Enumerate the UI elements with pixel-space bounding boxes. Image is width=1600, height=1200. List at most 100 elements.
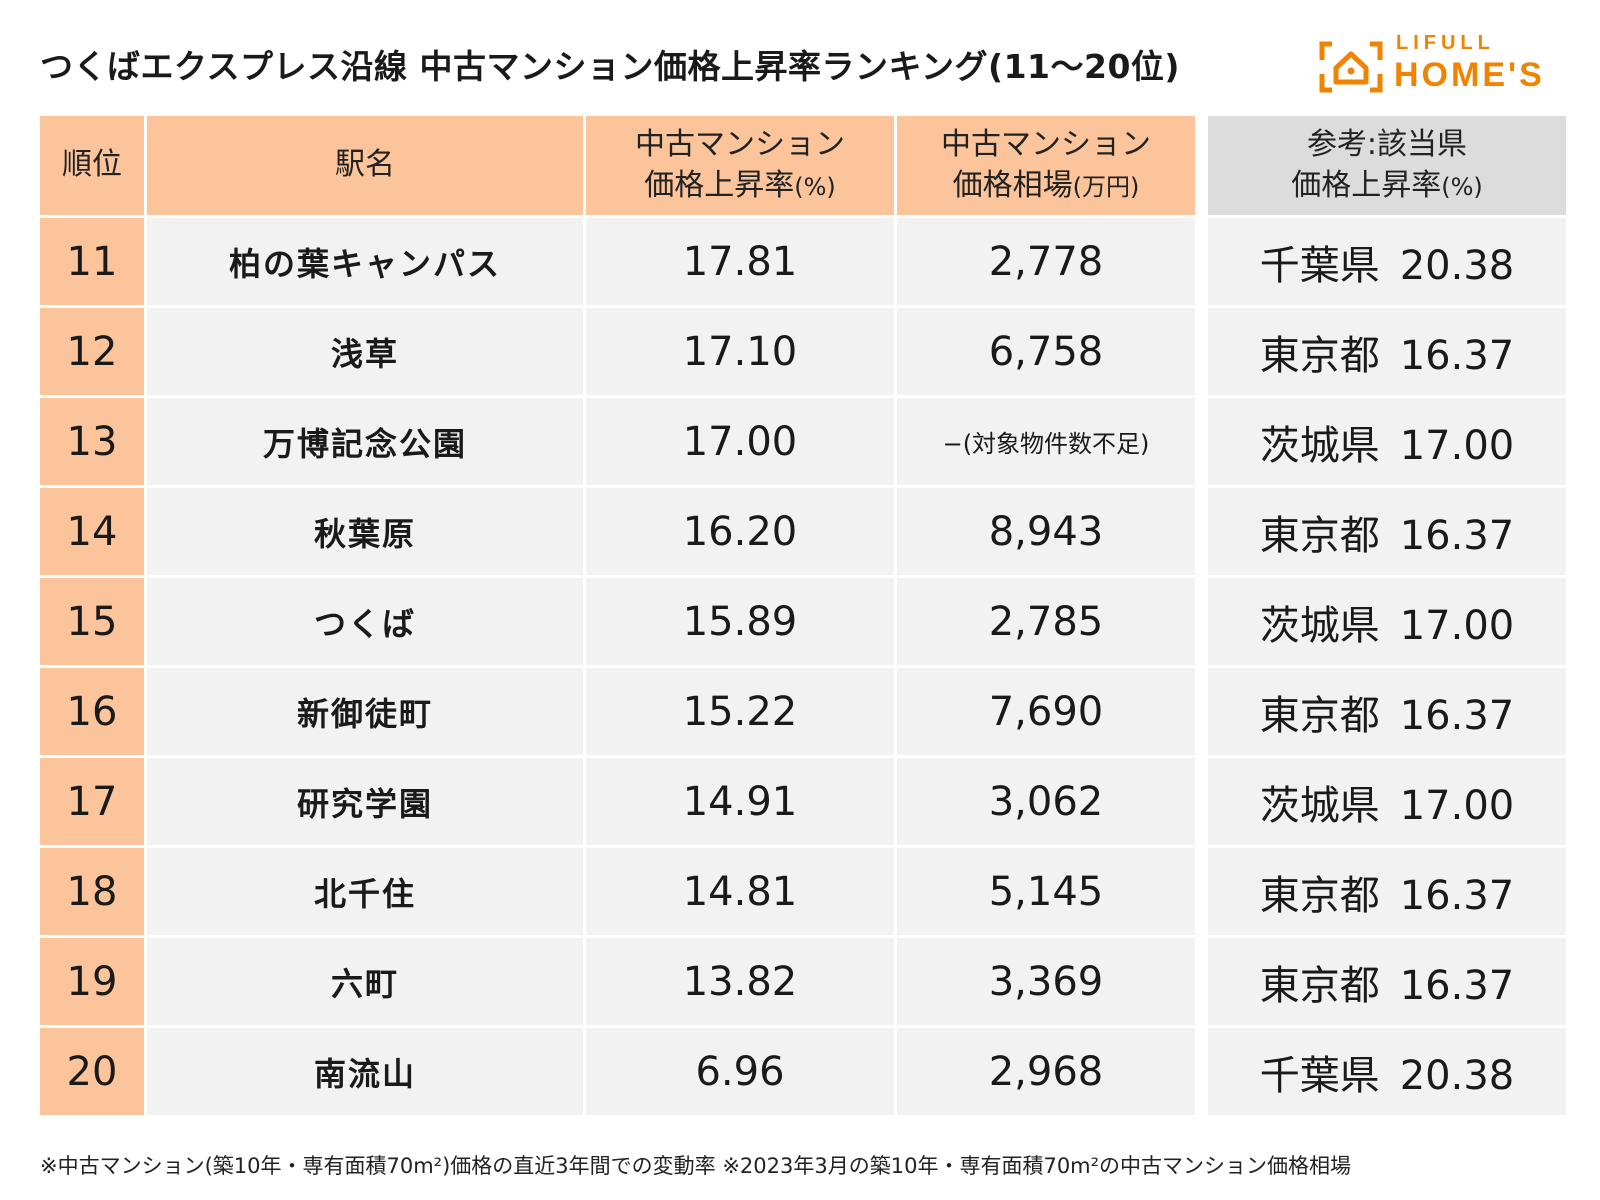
rate-cell: 15.22 bbox=[586, 668, 894, 755]
prefecture-rate: 20.38 bbox=[1399, 242, 1515, 289]
price-header-line1: 中古マンション bbox=[941, 127, 1151, 162]
price-header-unit: (万円) bbox=[1072, 172, 1140, 201]
reference-cell: 茨城県 17.00 bbox=[1208, 578, 1566, 665]
table-row: 17 研究学園 14.91 3,062 bbox=[40, 758, 1195, 845]
station-name-cell: 六町 bbox=[147, 938, 583, 1025]
station-name-cell: 研究学園 bbox=[147, 758, 583, 845]
reference-row: 茨城県 17.00 bbox=[1208, 578, 1566, 665]
station-name-cell: 秋葉原 bbox=[147, 488, 583, 575]
table-row: 12 浅草 17.10 6,758 bbox=[40, 308, 1195, 395]
reference-cell: 千葉県 20.38 bbox=[1208, 218, 1566, 305]
reference-row: 茨城県 17.00 bbox=[1208, 758, 1566, 845]
rank-cell: 20 bbox=[40, 1028, 144, 1115]
rank-cell: 17 bbox=[40, 758, 144, 845]
prefecture-rate: 17.00 bbox=[1399, 422, 1515, 469]
table-row: 19 六町 13.82 3,369 bbox=[40, 938, 1195, 1025]
price-cell: 2,785 bbox=[897, 578, 1195, 665]
prefecture-name: 東京都 bbox=[1259, 872, 1380, 919]
logo-text-lifull: LIFULL bbox=[1396, 32, 1495, 54]
station-name-cell: 柏の葉キャンパス bbox=[147, 218, 583, 305]
prefecture-rate: 20.38 bbox=[1399, 1052, 1515, 1099]
table-row: 16 新御徒町 15.22 7,690 bbox=[40, 668, 1195, 755]
reference-cell: 茨城県 17.00 bbox=[1208, 398, 1566, 485]
table-row: 14 秋葉原 16.20 8,943 bbox=[40, 488, 1195, 575]
prefecture-rate: 16.37 bbox=[1399, 512, 1515, 559]
prefecture-name: 東京都 bbox=[1259, 962, 1380, 1009]
prefecture-rate: 16.37 bbox=[1399, 962, 1515, 1009]
chart-title: つくばエクスプレス沿線 中古マンション価格上昇率ランキング(11〜20位) bbox=[40, 47, 1181, 86]
ref-header-line1: 参考:該当県 bbox=[1306, 127, 1468, 162]
station-name-cell: 万博記念公園 bbox=[147, 398, 583, 485]
rate-cell: 16.20 bbox=[586, 488, 894, 575]
reference-row: 茨城県 17.00 bbox=[1208, 398, 1566, 485]
prefecture-name: 東京都 bbox=[1259, 692, 1380, 739]
reference-row: 東京都 16.37 bbox=[1208, 668, 1566, 755]
reference-row: 東京都 16.37 bbox=[1208, 308, 1566, 395]
lifull-homes-logo: LIFULL HOME'S bbox=[1318, 32, 1568, 96]
price-cell: 2,778 bbox=[897, 218, 1195, 305]
ranking-table-body: 11 柏の葉キャンパス 17.81 2,778 12 浅草 17.10 6,758 13 万博記念… bbox=[40, 218, 1195, 1115]
house-icon bbox=[1319, 41, 1383, 93]
station-name-cell: 新御徒町 bbox=[147, 668, 583, 755]
price-cell: 3,062 bbox=[897, 758, 1195, 845]
logo-text-homes: HOME'S bbox=[1394, 56, 1545, 94]
reference-cell: 東京都 16.37 bbox=[1208, 488, 1566, 575]
ref-header-unit: (%) bbox=[1441, 172, 1483, 201]
rate-header-line1: 中古マンション bbox=[635, 127, 845, 162]
prefecture-rate: 16.37 bbox=[1399, 872, 1515, 919]
price-cell: 8,943 bbox=[897, 488, 1195, 575]
prefecture-rate: 16.37 bbox=[1399, 692, 1515, 739]
reference-cell: 東京都 16.37 bbox=[1208, 308, 1566, 395]
ref-header-line2: 価格上昇率 bbox=[1291, 167, 1442, 203]
price-cell: 7,690 bbox=[897, 668, 1195, 755]
reference-row: 千葉県 20.38 bbox=[1208, 1028, 1566, 1115]
column-header-rank: 順位 bbox=[40, 116, 144, 215]
rate-cell: 17.00 bbox=[586, 398, 894, 485]
prefecture-name: 茨城県 bbox=[1259, 602, 1380, 649]
prefecture-name: 千葉県 bbox=[1259, 1052, 1380, 1099]
rank-cell: 18 bbox=[40, 848, 144, 935]
rank-cell: 19 bbox=[40, 938, 144, 1025]
prefecture-name: 千葉県 bbox=[1259, 242, 1380, 289]
rank-cell: 14 bbox=[40, 488, 144, 575]
rank-cell: 15 bbox=[40, 578, 144, 665]
rate-cell: 14.81 bbox=[586, 848, 894, 935]
reference-cell: 東京都 16.37 bbox=[1208, 668, 1566, 755]
column-header-reference: 参考:該当県 価格上昇率(%) bbox=[1208, 116, 1566, 215]
rank-cell: 11 bbox=[40, 218, 144, 305]
table-row: 11 柏の葉キャンパス 17.81 2,778 bbox=[40, 218, 1195, 305]
reference-table: 参考:該当県 価格上昇率(%) 千葉県 20.38 東京都 16.37 茨城県 17… bbox=[1208, 113, 1566, 1118]
table-row: 13 万博記念公園 17.00 −(対象物件数不足) bbox=[40, 398, 1195, 485]
rate-cell: 17.10 bbox=[586, 308, 894, 395]
station-name-cell: 北千住 bbox=[147, 848, 583, 935]
column-header-station: 駅名 bbox=[147, 116, 583, 215]
rate-header-unit: (%) bbox=[794, 172, 836, 201]
rate-header-line2: 価格上昇率 bbox=[644, 167, 795, 203]
rate-cell: 15.89 bbox=[586, 578, 894, 665]
reference-table-body: 千葉県 20.38 東京都 16.37 茨城県 17.00 東京都 16.37 茨城県 … bbox=[1208, 218, 1566, 1115]
rank-cell: 16 bbox=[40, 668, 144, 755]
rate-cell: 17.81 bbox=[586, 218, 894, 305]
footnote: ※中古マンション(築10年・専有面積70m²)価格の直近3年間での変動率 ※20… bbox=[40, 1154, 1352, 1178]
prefecture-name: 東京都 bbox=[1259, 332, 1380, 379]
column-header-price: 中古マンション 価格相場(万円) bbox=[897, 116, 1195, 215]
reference-row: 東京都 16.37 bbox=[1208, 938, 1566, 1025]
rank-cell: 13 bbox=[40, 398, 144, 485]
reference-row: 東京都 16.37 bbox=[1208, 488, 1566, 575]
reference-cell: 東京都 16.37 bbox=[1208, 848, 1566, 935]
price-cell: 5,145 bbox=[897, 848, 1195, 935]
prefecture-rate: 16.37 bbox=[1399, 332, 1515, 379]
prefecture-name: 茨城県 bbox=[1259, 782, 1380, 829]
reference-cell: 東京都 16.37 bbox=[1208, 938, 1566, 1025]
rate-cell: 6.96 bbox=[586, 1028, 894, 1115]
station-name-cell: 浅草 bbox=[147, 308, 583, 395]
price-cell: −(対象物件数不足) bbox=[897, 398, 1195, 485]
reference-row: 東京都 16.37 bbox=[1208, 848, 1566, 935]
prefecture-name: 茨城県 bbox=[1259, 422, 1380, 469]
reference-cell: 茨城県 17.00 bbox=[1208, 758, 1566, 845]
ranking-table: 順位 駅名 中古マンション 価格上昇率(%) 中古マンション 価格相場(万円) … bbox=[37, 113, 1198, 1118]
rate-cell: 13.82 bbox=[586, 938, 894, 1025]
station-name-cell: つくば bbox=[147, 578, 583, 665]
reference-row: 千葉県 20.38 bbox=[1208, 218, 1566, 305]
station-name-cell: 南流山 bbox=[147, 1028, 583, 1115]
